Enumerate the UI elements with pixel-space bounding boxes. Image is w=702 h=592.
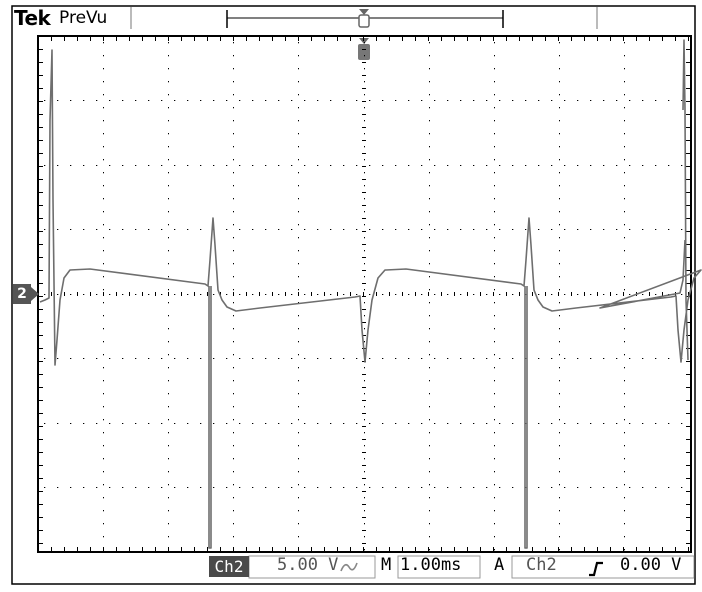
trigger-level[interactable]: 0.00 V (620, 555, 682, 575)
trigger-position-icon (358, 9, 370, 28)
rising-edge-icon (589, 561, 603, 577)
volts-per-div[interactable]: 5.00 V (277, 555, 339, 575)
trigger-source[interactable]: Ch2 (526, 555, 557, 575)
ch2-marker-arrow-icon (31, 287, 39, 301)
ch2-waveform (39, 39, 702, 549)
timebase-prefix: M (381, 555, 392, 575)
outer-frame (11, 5, 696, 585)
ac-coupling-icon (340, 562, 358, 572)
graticule-grid (38, 36, 691, 552)
trigger-box (511, 555, 695, 579)
acquisition-status: PreVu (59, 8, 108, 28)
trigger-prefix: A (494, 555, 505, 575)
ch2-ground-marker[interactable]: 2 (13, 284, 31, 304)
volts-box (248, 555, 376, 579)
ch2-label[interactable]: Ch2 (209, 556, 249, 577)
timebase-box (397, 555, 481, 579)
brand-logo: Tek (14, 6, 51, 30)
timebase-value[interactable]: 1.00ms (400, 555, 462, 575)
